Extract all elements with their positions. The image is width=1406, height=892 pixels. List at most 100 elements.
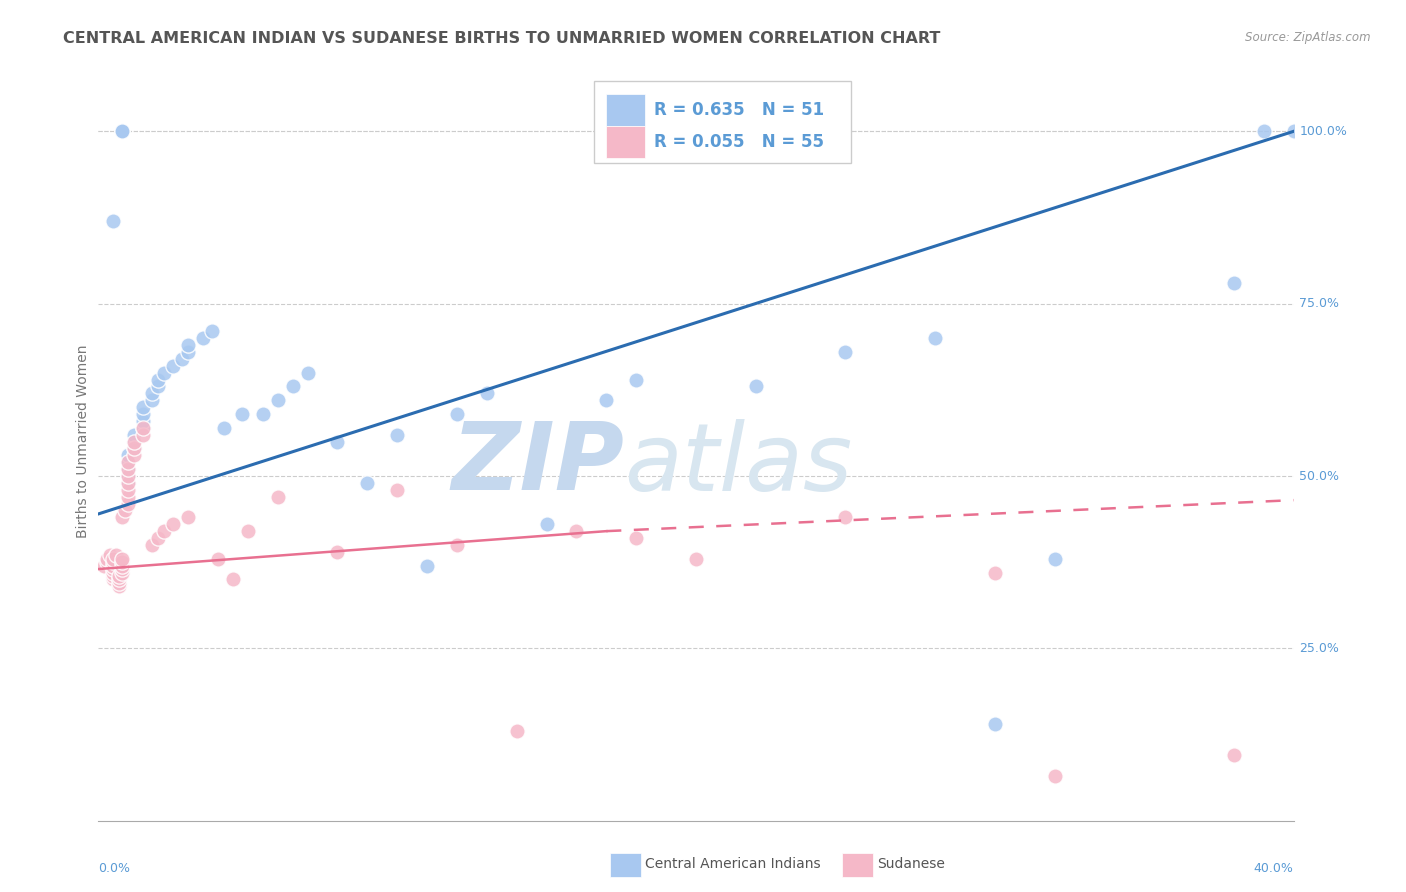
Point xyxy=(162,359,184,373)
Point xyxy=(267,490,290,504)
Point xyxy=(124,434,146,449)
Point xyxy=(117,462,139,476)
Point xyxy=(326,434,349,449)
Point xyxy=(111,551,134,566)
Point xyxy=(984,717,1007,731)
Point xyxy=(117,448,139,462)
Point xyxy=(98,548,122,563)
Text: Source: ZipAtlas.com: Source: ZipAtlas.com xyxy=(1246,31,1371,45)
Point xyxy=(595,393,617,408)
Point xyxy=(626,531,648,545)
Point xyxy=(626,372,648,386)
Point xyxy=(111,510,134,524)
Point xyxy=(132,414,155,428)
Point xyxy=(281,379,304,393)
Point xyxy=(565,524,588,538)
Point xyxy=(108,573,131,587)
Point xyxy=(117,455,139,469)
Point xyxy=(834,345,856,359)
Point xyxy=(111,124,134,138)
Point xyxy=(924,331,946,345)
Text: ZIP: ZIP xyxy=(451,418,624,510)
Point xyxy=(212,421,235,435)
Point xyxy=(153,524,176,538)
Point xyxy=(326,545,349,559)
Point xyxy=(1043,551,1066,566)
Point xyxy=(117,455,139,469)
Point xyxy=(141,538,163,552)
Point xyxy=(132,407,155,421)
Text: 25.0%: 25.0% xyxy=(1299,642,1340,655)
Point xyxy=(111,124,134,138)
Point xyxy=(96,555,118,569)
Text: atlas: atlas xyxy=(624,418,852,510)
Point xyxy=(132,421,155,435)
Text: R = 0.055   N = 55: R = 0.055 N = 55 xyxy=(654,133,824,151)
Point xyxy=(111,555,134,569)
Point xyxy=(103,569,125,583)
Point xyxy=(177,345,200,359)
Point xyxy=(124,434,146,449)
Point xyxy=(475,386,498,401)
Point xyxy=(117,483,139,497)
Point xyxy=(231,407,253,421)
Point xyxy=(114,503,136,517)
Point xyxy=(685,551,707,566)
Point xyxy=(745,379,768,393)
Point xyxy=(141,393,163,408)
Point xyxy=(105,548,128,563)
Point xyxy=(124,427,146,442)
Text: CENTRAL AMERICAN INDIAN VS SUDANESE BIRTHS TO UNMARRIED WOMEN CORRELATION CHART: CENTRAL AMERICAN INDIAN VS SUDANESE BIRT… xyxy=(63,31,941,46)
FancyBboxPatch shape xyxy=(595,81,852,163)
Point xyxy=(267,393,290,408)
Point xyxy=(103,214,125,228)
Point xyxy=(117,475,139,490)
Point xyxy=(177,510,200,524)
Point xyxy=(117,490,139,504)
Text: 75.0%: 75.0% xyxy=(1299,297,1340,310)
Text: 50.0%: 50.0% xyxy=(1299,469,1340,483)
Point xyxy=(111,124,134,138)
Text: Central American Indians: Central American Indians xyxy=(645,857,821,871)
Text: 100.0%: 100.0% xyxy=(1299,125,1347,138)
Point xyxy=(506,724,529,739)
Point xyxy=(124,442,146,456)
Point xyxy=(201,324,224,338)
Point xyxy=(177,338,200,352)
Point xyxy=(111,566,134,580)
Point xyxy=(124,442,146,456)
Point xyxy=(141,386,163,401)
Point xyxy=(236,524,259,538)
Point xyxy=(93,558,115,573)
Point xyxy=(536,517,558,532)
Point xyxy=(108,575,131,590)
Point xyxy=(984,566,1007,580)
Point xyxy=(1043,769,1066,783)
Point xyxy=(96,551,118,566)
Point xyxy=(117,469,139,483)
Text: 0.0%: 0.0% xyxy=(98,863,131,875)
Text: Sudanese: Sudanese xyxy=(877,857,945,871)
Point xyxy=(1253,124,1275,138)
Point xyxy=(108,569,131,583)
Point xyxy=(385,483,409,497)
Point xyxy=(132,421,155,435)
Point xyxy=(117,462,139,476)
Point xyxy=(416,558,439,573)
Point xyxy=(446,538,468,552)
Point xyxy=(117,475,139,490)
Point xyxy=(108,579,131,593)
Point xyxy=(446,407,468,421)
Point xyxy=(172,351,194,366)
Point xyxy=(191,331,214,345)
Text: R = 0.635   N = 51: R = 0.635 N = 51 xyxy=(654,101,824,120)
Point xyxy=(1282,124,1305,138)
Point xyxy=(111,562,134,576)
Text: 40.0%: 40.0% xyxy=(1254,863,1294,875)
Point xyxy=(117,469,139,483)
Point xyxy=(103,555,125,569)
FancyBboxPatch shape xyxy=(606,126,644,158)
Point xyxy=(162,517,184,532)
Point xyxy=(148,379,170,393)
Point xyxy=(111,124,134,138)
